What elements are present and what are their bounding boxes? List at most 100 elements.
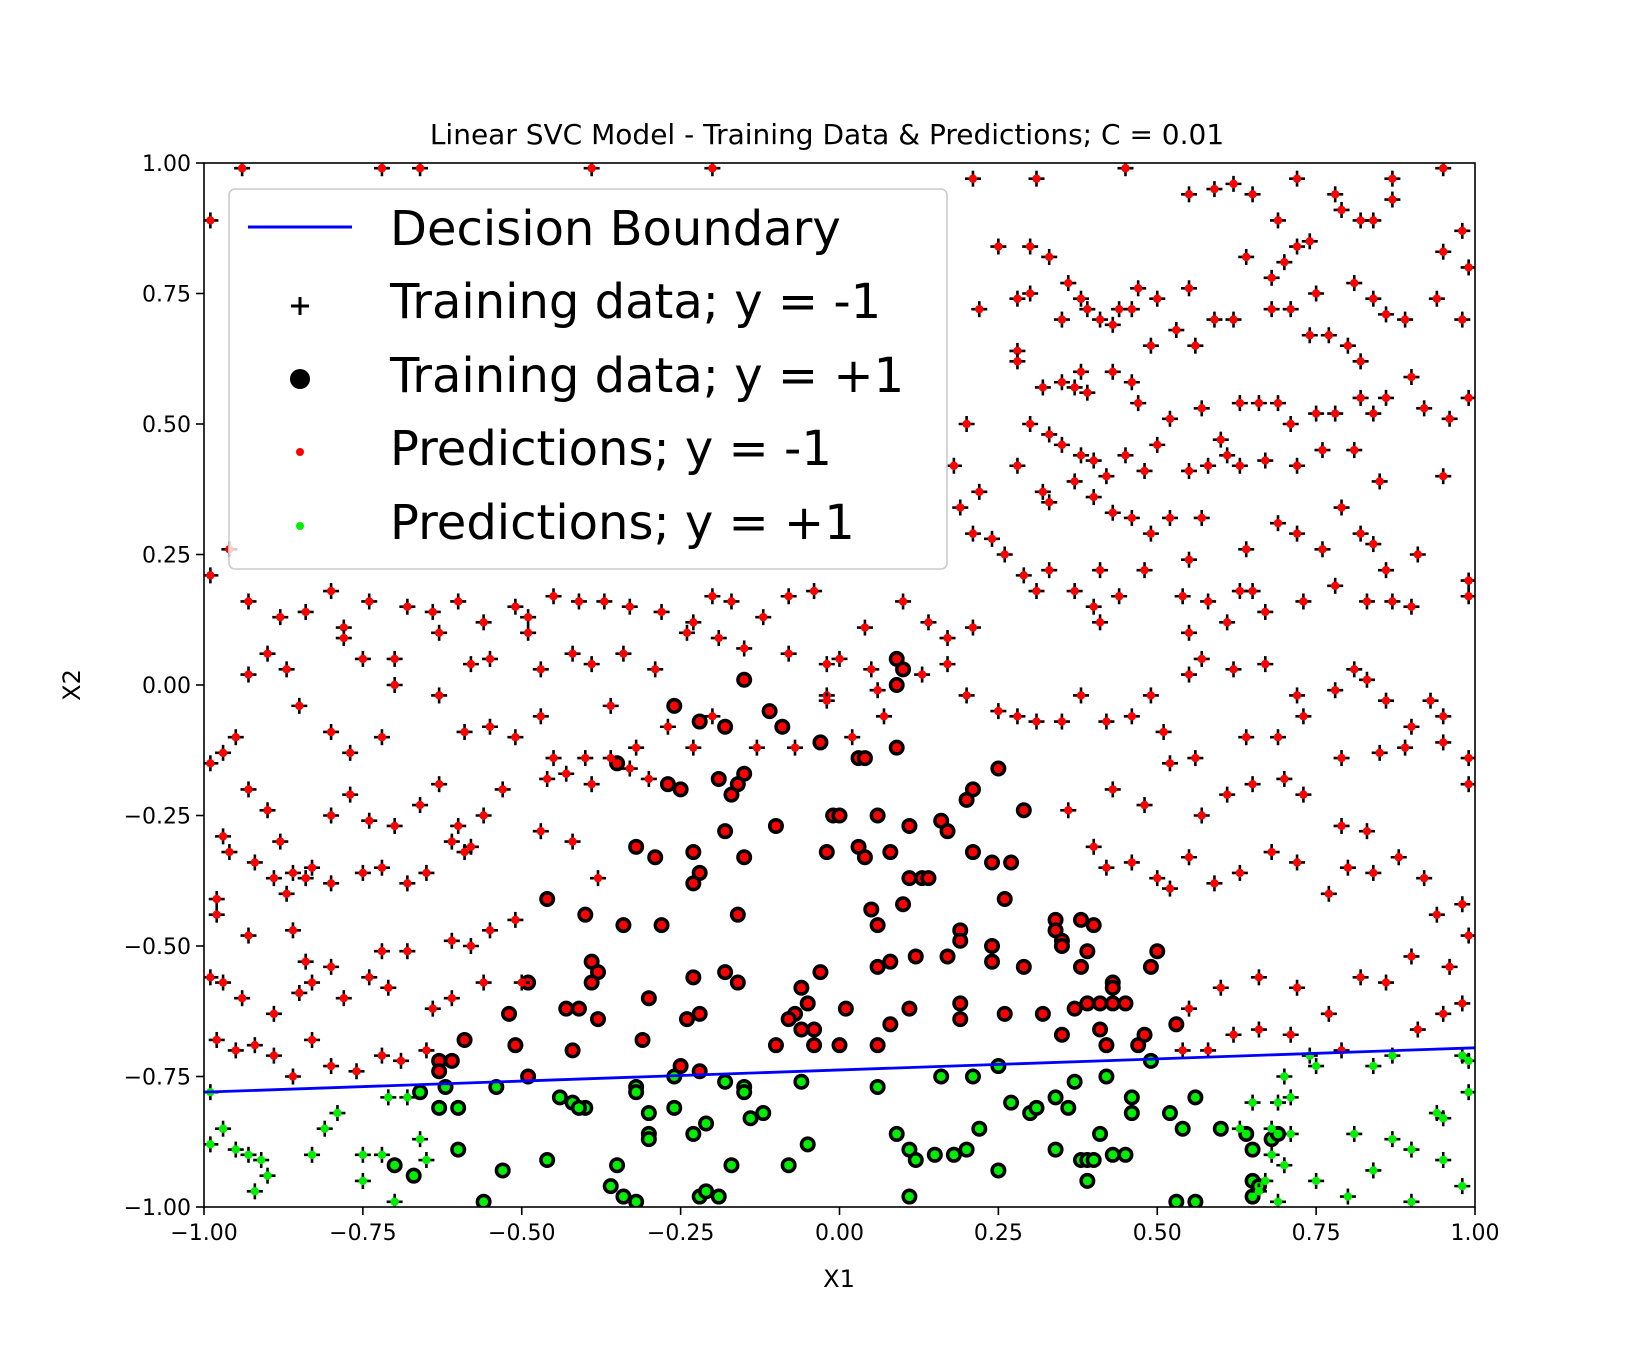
training-point-pos bbox=[990, 760, 1007, 777]
prediction-point bbox=[422, 868, 431, 878]
training-point-pos bbox=[920, 870, 937, 887]
training-point-pos bbox=[780, 1157, 797, 1174]
prediction-point bbox=[1140, 565, 1149, 575]
x-tick-label: 0.25 bbox=[974, 1221, 1023, 1246]
training-point-neg bbox=[856, 619, 873, 636]
prediction-point bbox=[1330, 581, 1340, 591]
prediction-point bbox=[936, 1072, 946, 1081]
training-point-pos bbox=[691, 713, 708, 730]
prediction-point bbox=[1248, 779, 1257, 789]
prediction-point bbox=[860, 623, 870, 632]
prediction-point bbox=[1388, 1051, 1397, 1060]
training-point-pos bbox=[710, 1188, 727, 1205]
training-point-neg bbox=[204, 212, 219, 229]
training-point-neg bbox=[323, 875, 340, 892]
training-point-neg bbox=[1365, 1058, 1382, 1075]
prediction-point bbox=[1464, 753, 1473, 763]
prediction-point bbox=[860, 753, 870, 763]
training-point-neg bbox=[380, 1089, 397, 1106]
prediction-point bbox=[1324, 331, 1334, 340]
prediction-point bbox=[618, 1192, 628, 1202]
prediction-point bbox=[1057, 717, 1067, 726]
prediction-point bbox=[244, 931, 253, 940]
prediction-point bbox=[784, 1014, 794, 1024]
training-point-neg bbox=[780, 645, 797, 662]
prediction-point bbox=[409, 1171, 419, 1181]
training-point-neg bbox=[1327, 682, 1344, 699]
prediction-point bbox=[1114, 592, 1124, 601]
prediction-point bbox=[415, 164, 425, 173]
training-point-pos bbox=[412, 1084, 429, 1101]
training-point-neg bbox=[1174, 588, 1191, 605]
prediction-point bbox=[1330, 409, 1340, 418]
prediction-point bbox=[1140, 466, 1149, 476]
prediction-point bbox=[1248, 1192, 1258, 1202]
prediction-point bbox=[968, 174, 978, 183]
legend-circle-swatch bbox=[290, 369, 310, 389]
training-point-neg bbox=[246, 1183, 263, 1200]
training-point-neg bbox=[1339, 337, 1356, 354]
prediction-point bbox=[1184, 466, 1194, 476]
training-point-neg bbox=[685, 614, 702, 631]
training-point-pos bbox=[685, 875, 702, 892]
training-point-neg bbox=[1403, 598, 1420, 615]
prediction-point bbox=[1006, 1098, 1016, 1108]
training-point-pos bbox=[971, 1120, 988, 1137]
prediction-point bbox=[904, 1145, 914, 1155]
training-point-neg bbox=[342, 744, 359, 761]
training-point-pos bbox=[431, 1063, 448, 1080]
training-point-neg bbox=[329, 1105, 346, 1122]
prediction-point bbox=[1413, 1025, 1423, 1034]
prediction-point bbox=[1241, 1129, 1251, 1139]
prediction-point bbox=[701, 1118, 711, 1128]
training-point-neg bbox=[259, 802, 276, 819]
prediction-point bbox=[510, 1040, 520, 1050]
prediction-point bbox=[1292, 242, 1302, 251]
prediction-point bbox=[898, 899, 908, 909]
training-point-neg bbox=[1250, 969, 1267, 986]
prediction-point bbox=[746, 1113, 756, 1123]
training-point-neg bbox=[297, 603, 314, 620]
training-point-neg bbox=[297, 870, 314, 887]
training-point-pos bbox=[882, 953, 899, 970]
training-point-pos bbox=[907, 948, 924, 965]
training-point-neg bbox=[246, 1037, 263, 1054]
x-tick-label: 0.75 bbox=[1292, 1221, 1341, 1246]
training-point-neg bbox=[1269, 729, 1286, 746]
prediction-point bbox=[479, 618, 488, 627]
prediction-point bbox=[1458, 999, 1467, 1008]
training-point-neg bbox=[869, 682, 886, 699]
training-point-neg bbox=[1111, 301, 1128, 318]
training-point-pos bbox=[780, 1011, 797, 1028]
prediction-point bbox=[326, 586, 336, 596]
prediction-point bbox=[739, 1087, 749, 1097]
prediction-point bbox=[815, 967, 825, 977]
training-point-pos bbox=[831, 807, 848, 824]
prediction-point bbox=[809, 586, 819, 596]
prediction-point bbox=[1038, 383, 1048, 392]
prediction-point bbox=[1108, 320, 1117, 330]
legend-red-dot-swatch bbox=[296, 448, 304, 456]
prediction-point bbox=[1445, 962, 1454, 972]
prediction-point bbox=[676, 1061, 686, 1071]
prediction-point bbox=[848, 733, 857, 742]
prediction-point bbox=[1197, 404, 1206, 413]
training-point-pos bbox=[736, 849, 753, 866]
prediction-point bbox=[1095, 618, 1105, 627]
training-point-neg bbox=[1454, 896, 1471, 913]
prediction-point bbox=[644, 1134, 654, 1144]
prediction-point bbox=[1407, 602, 1416, 611]
prediction-point bbox=[466, 941, 476, 951]
x-tick-label: −0.75 bbox=[329, 1221, 396, 1246]
prediction-point bbox=[1000, 894, 1010, 904]
prediction-point bbox=[263, 649, 272, 658]
training-point-neg bbox=[418, 1042, 435, 1059]
training-point-neg bbox=[1130, 280, 1147, 297]
prediction-point bbox=[206, 973, 215, 982]
prediction-point bbox=[1343, 863, 1353, 872]
training-point-pos bbox=[945, 1146, 962, 1163]
training-point-neg bbox=[964, 170, 981, 187]
prediction-point bbox=[1292, 858, 1302, 867]
prediction-point bbox=[663, 722, 673, 731]
training-point-pos bbox=[901, 1000, 918, 1017]
